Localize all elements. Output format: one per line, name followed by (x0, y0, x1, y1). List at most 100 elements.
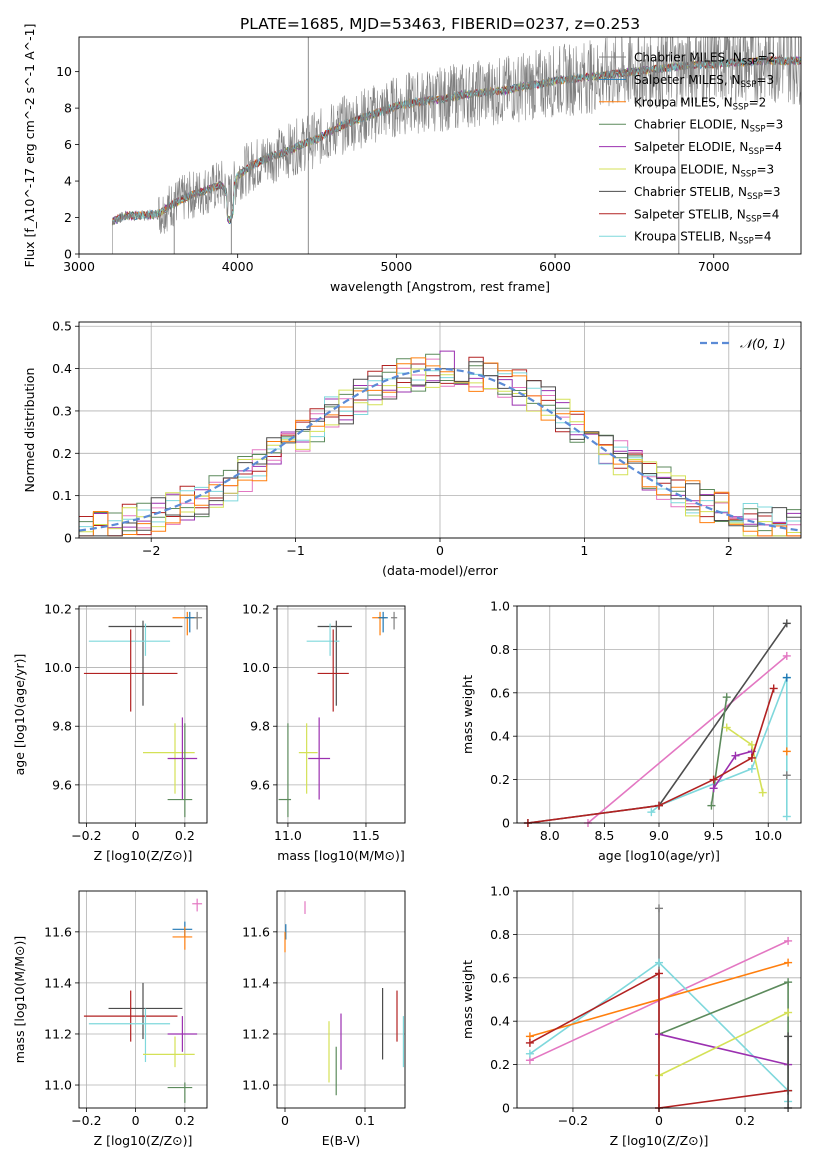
y-tick-label: 4 (64, 174, 72, 189)
errorbar-point (172, 926, 193, 950)
spectrum-legend: Chabrier MILES, NSSP=2 Salpeter MILES, NS… (599, 51, 783, 247)
x-tick-label: 0 (436, 543, 444, 558)
y-tick-label: 0.2 (52, 446, 72, 461)
weight-marker (784, 936, 793, 945)
weight-marker (647, 808, 656, 817)
y-tick-label: 10 (56, 64, 72, 79)
normal-curve (79, 367, 801, 532)
y-tick-label: 0.4 (52, 361, 72, 376)
weight-line (658, 980, 789, 1091)
y-tick-label: 2 (64, 210, 72, 225)
errorbar-point (317, 620, 352, 706)
legend-label: Chabrier MILES, NSSP=2 (634, 51, 775, 68)
y-axis-label: mass weight (460, 960, 475, 1039)
x-axis-label: Z [log10(Z/Z⊙)] (94, 1133, 193, 1148)
weight-marker (782, 812, 791, 821)
x-axis-label: Z [log10(Z/Z⊙)] (94, 848, 193, 863)
legend-label: Kroupa STELIB, NSSP=4 (634, 230, 772, 247)
x-axis-label: (data-model)/error (382, 563, 499, 578)
weight-line (529, 972, 789, 1109)
weight-marker (655, 958, 663, 967)
weight-marker (747, 740, 756, 749)
errorbar-point (194, 611, 203, 630)
axes-frame (78, 890, 208, 1109)
weight-marker (769, 684, 778, 693)
x-tick-label: 6000 (539, 259, 571, 274)
y-tick-label: 0.8 (490, 927, 510, 942)
y-tick-label: 11.6 (44, 924, 72, 939)
weight-line (712, 750, 753, 789)
y-tick-label: 10.2 (44, 601, 72, 616)
weight-vs-metallicity-panel: −0.2 0 0.2 0 0.2 0.4 0.6 0.8 1.0 Z [log10(Z/Z⊙)] m… (460, 884, 802, 1148)
errorbar-point (372, 611, 387, 636)
errorbar-point (278, 723, 292, 818)
weight-marker (758, 788, 767, 797)
y-axis-label: mass weight (460, 675, 475, 754)
spectrum-panel: Chabrier MILES, NSSP=2 Salpeter MILES, NS… (22, 24, 802, 294)
x-tick-label: 0 (132, 1113, 140, 1128)
y-tick-label: 0.5 (52, 319, 72, 334)
y-tick-label: 10.0 (44, 660, 72, 675)
mass-vs-metallicity-panel: −0.2 0 0.2 11.0 11.2 11.4 11.6 Z [log10(Z/Z⊙)] m… (12, 890, 208, 1148)
spectrum-lines (111, 37, 801, 254)
legend-label: Salpeter ELODIE, NSSP=4 (634, 140, 782, 157)
y-tick-label: 11.4 (44, 975, 72, 990)
weight-line (587, 655, 788, 824)
weight-marker (709, 784, 718, 793)
x-tick-label: 8.0 (540, 828, 560, 843)
errorbar-point (167, 1082, 193, 1103)
legend-label: 𝒩(0, 1) (740, 336, 786, 351)
y-tick-label: 11.0 (44, 1078, 72, 1093)
errorbar-point (184, 611, 195, 633)
weight-marker (784, 978, 793, 987)
histograms (79, 350, 801, 537)
errorbar-point (83, 990, 178, 1042)
errorbar-point (298, 723, 318, 794)
y-tick-label: 8 (64, 101, 72, 116)
errorbar-point (88, 1008, 171, 1063)
x-axis-label: Z [log10(Z/Z⊙)] (610, 1133, 709, 1148)
weight-marker (782, 747, 791, 756)
figure-title: PLATE=1685, MJD=53463, FIBERID=0237, z=0… (240, 15, 640, 33)
x-tick-label: −0.2 (558, 1113, 588, 1128)
errorbar-point (83, 629, 178, 712)
weight-marker (709, 775, 718, 784)
weight-marker (784, 1008, 793, 1017)
x-tick-label: 0 (281, 1113, 289, 1128)
x-tick-label: 4000 (222, 259, 254, 274)
weight-marker (722, 693, 731, 702)
y-tick-label: 10.2 (242, 601, 270, 616)
weight-line (527, 622, 788, 824)
y-tick-label: 0.6 (490, 685, 510, 700)
legend-label: Chabrier STELIB, NSSP=3 (634, 185, 781, 202)
y-tick-label: 11.2 (242, 1026, 270, 1041)
y-tick-label: 9.8 (250, 719, 270, 734)
x-tick-label: 7000 (698, 259, 730, 274)
legend-label: Kroupa MILES, NSSP=2 (634, 95, 766, 112)
x-axis-label: E(B-V) (322, 1133, 361, 1148)
y-tick-label: 0.2 (490, 1057, 510, 1072)
weight-marker (731, 751, 740, 760)
legend-label: Kroupa ELODIE, NSSP=3 (634, 163, 774, 180)
weight-marker (784, 958, 793, 967)
y-axis-label: Flux [f_λ10^-17 erg cm^-2 s^-1 A^-1] (22, 24, 37, 268)
y-tick-label: 1.0 (490, 599, 510, 614)
axes-frame (276, 605, 406, 824)
weight-marker (782, 673, 791, 682)
y-tick-label: 11.0 (242, 1078, 270, 1093)
x-tick-label: 8.5 (594, 828, 614, 843)
y-tick-label: 11.2 (44, 1026, 72, 1041)
errorbar-point (378, 611, 388, 633)
y-tick-label: 0.4 (490, 729, 510, 744)
weight-marker (655, 969, 663, 978)
y-tick-label: 0.6 (490, 970, 510, 985)
x-tick-label: −0.2 (71, 1113, 101, 1128)
y-tick-label: 11.4 (242, 975, 270, 990)
age-vs-mass-panel: 11.0 11.5 9.6 9.8 10.0 10.2 mass [log10(M/M⊙)] (242, 601, 406, 863)
y-axis-label: Normed distribution (22, 368, 37, 493)
weight-marker (722, 723, 731, 732)
weight-marker (655, 904, 663, 913)
axes-frame (276, 890, 406, 1109)
x-tick-label: −1 (286, 543, 304, 558)
errorbar-point (143, 1036, 195, 1068)
